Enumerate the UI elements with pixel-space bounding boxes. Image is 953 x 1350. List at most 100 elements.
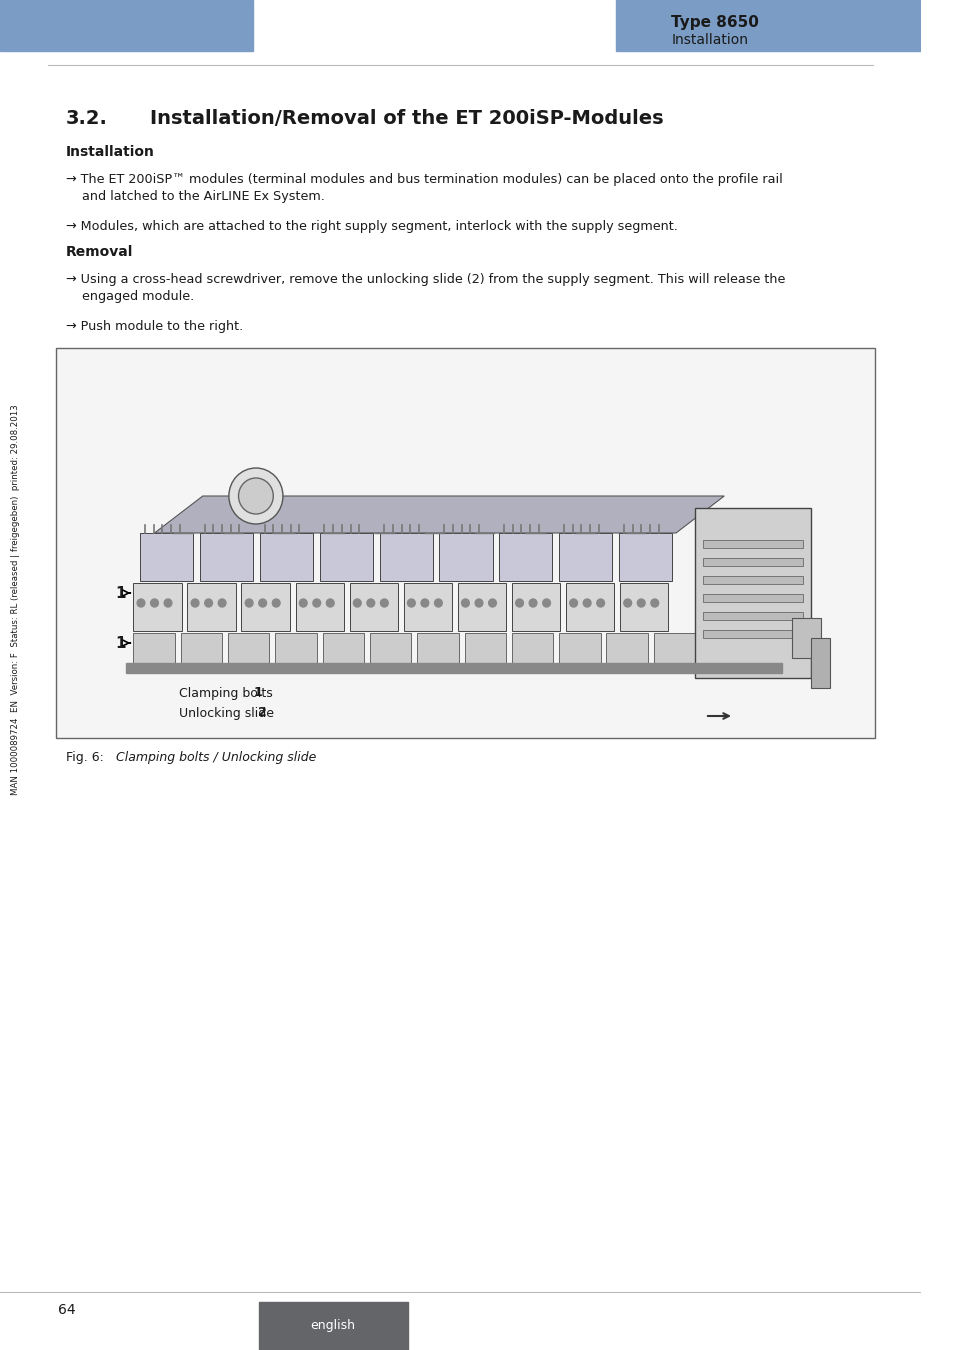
Text: FLUID CONTROL SYSTEMS: FLUID CONTROL SYSTEMS bbox=[153, 39, 252, 47]
Bar bbox=[232, 663, 265, 670]
Bar bbox=[616, 0, 921, 51]
Text: engaged module.: engaged module. bbox=[66, 290, 193, 302]
Text: → Push module to the right.: → Push module to the right. bbox=[66, 320, 243, 333]
Circle shape bbox=[407, 599, 415, 608]
Circle shape bbox=[238, 478, 273, 514]
Circle shape bbox=[258, 599, 266, 608]
Bar bbox=[370, 633, 411, 663]
Text: → Modules, which are attached to the right supply segment, interlock with the su: → Modules, which are attached to the rig… bbox=[66, 220, 677, 234]
Bar bbox=[133, 633, 174, 663]
Text: Type 8650: Type 8650 bbox=[671, 15, 759, 30]
Bar bbox=[140, 533, 193, 580]
Bar bbox=[133, 583, 181, 630]
Text: Installation: Installation bbox=[66, 144, 154, 159]
Circle shape bbox=[353, 599, 361, 608]
Bar bbox=[374, 663, 407, 670]
Circle shape bbox=[529, 599, 537, 608]
Bar bbox=[657, 663, 691, 670]
Bar bbox=[228, 633, 269, 663]
Bar bbox=[184, 663, 218, 670]
Bar bbox=[322, 633, 364, 663]
Circle shape bbox=[218, 599, 226, 608]
Bar bbox=[558, 533, 612, 580]
Bar bbox=[810, 639, 830, 688]
Circle shape bbox=[367, 599, 375, 608]
Bar bbox=[180, 633, 222, 663]
Text: english: english bbox=[311, 1319, 355, 1332]
Circle shape bbox=[475, 599, 482, 608]
Text: bürkert: bürkert bbox=[152, 14, 253, 36]
Bar bbox=[619, 583, 667, 630]
Bar bbox=[610, 663, 643, 670]
Circle shape bbox=[461, 599, 469, 608]
Bar bbox=[511, 633, 553, 663]
Bar bbox=[702, 612, 802, 620]
Bar bbox=[319, 533, 373, 580]
Polygon shape bbox=[154, 495, 723, 533]
Bar bbox=[379, 533, 432, 580]
Circle shape bbox=[435, 599, 442, 608]
Circle shape bbox=[516, 599, 523, 608]
Bar bbox=[187, 583, 235, 630]
Circle shape bbox=[191, 599, 199, 608]
Bar bbox=[702, 558, 802, 566]
Bar bbox=[606, 633, 647, 663]
Text: 64: 64 bbox=[58, 1303, 75, 1318]
Text: Clamping bolts: Clamping bolts bbox=[178, 687, 276, 699]
Bar bbox=[416, 633, 458, 663]
Text: → The ET 200iSP™ modules (terminal modules and bus termination modules) can be p: → The ET 200iSP™ modules (terminal modul… bbox=[66, 173, 781, 186]
Bar bbox=[653, 633, 695, 663]
Text: Installation: Installation bbox=[671, 32, 747, 47]
Bar bbox=[565, 583, 614, 630]
Bar bbox=[274, 633, 316, 663]
Bar bbox=[137, 663, 171, 670]
Circle shape bbox=[380, 599, 388, 608]
Bar bbox=[126, 663, 781, 674]
Bar bbox=[702, 576, 802, 585]
Bar bbox=[704, 663, 738, 670]
Bar bbox=[241, 583, 290, 630]
Circle shape bbox=[488, 599, 496, 608]
Circle shape bbox=[597, 599, 604, 608]
Text: → Using a cross-head screwdriver, remove the unlocking slide (2) from the supply: → Using a cross-head screwdriver, remove… bbox=[66, 273, 784, 286]
Bar bbox=[279, 663, 313, 670]
Bar bbox=[259, 533, 313, 580]
Bar bbox=[403, 583, 452, 630]
Bar bbox=[702, 540, 802, 548]
Circle shape bbox=[164, 599, 172, 608]
Text: Installation/Removal of the ET 200iSP-Modules: Installation/Removal of the ET 200iSP-Mo… bbox=[150, 108, 662, 127]
Text: and latched to the AirLINE Ex System.: and latched to the AirLINE Ex System. bbox=[66, 190, 324, 202]
Text: 1: 1 bbox=[115, 586, 126, 601]
Bar bbox=[511, 583, 559, 630]
Bar bbox=[468, 663, 501, 670]
Text: Unlocking slide: Unlocking slide bbox=[178, 706, 277, 720]
Text: 1: 1 bbox=[253, 687, 262, 699]
Bar bbox=[295, 583, 343, 630]
Bar bbox=[0, 0, 253, 51]
Bar bbox=[439, 533, 492, 580]
Bar bbox=[695, 508, 810, 678]
Bar bbox=[702, 594, 802, 602]
Bar bbox=[702, 630, 802, 639]
Bar bbox=[498, 533, 552, 580]
Bar bbox=[200, 533, 253, 580]
Circle shape bbox=[313, 599, 320, 608]
Circle shape bbox=[151, 599, 158, 608]
Circle shape bbox=[137, 599, 145, 608]
Circle shape bbox=[326, 599, 334, 608]
Text: MAN 1000089724  EN  Version: F  Status: RL (released | freigegeben)  printed: 29: MAN 1000089724 EN Version: F Status: RL … bbox=[10, 405, 20, 795]
Bar bbox=[464, 633, 505, 663]
Bar bbox=[349, 583, 397, 630]
Text: Fig. 6:: Fig. 6: bbox=[66, 752, 104, 764]
Circle shape bbox=[229, 468, 283, 524]
Bar bbox=[700, 633, 741, 663]
Bar bbox=[516, 663, 549, 670]
Circle shape bbox=[650, 599, 658, 608]
Bar bbox=[791, 618, 820, 657]
Circle shape bbox=[637, 599, 644, 608]
Text: 3.2.: 3.2. bbox=[66, 108, 108, 127]
Circle shape bbox=[623, 599, 631, 608]
Bar bbox=[56, 348, 874, 738]
Circle shape bbox=[272, 599, 280, 608]
Circle shape bbox=[582, 599, 591, 608]
